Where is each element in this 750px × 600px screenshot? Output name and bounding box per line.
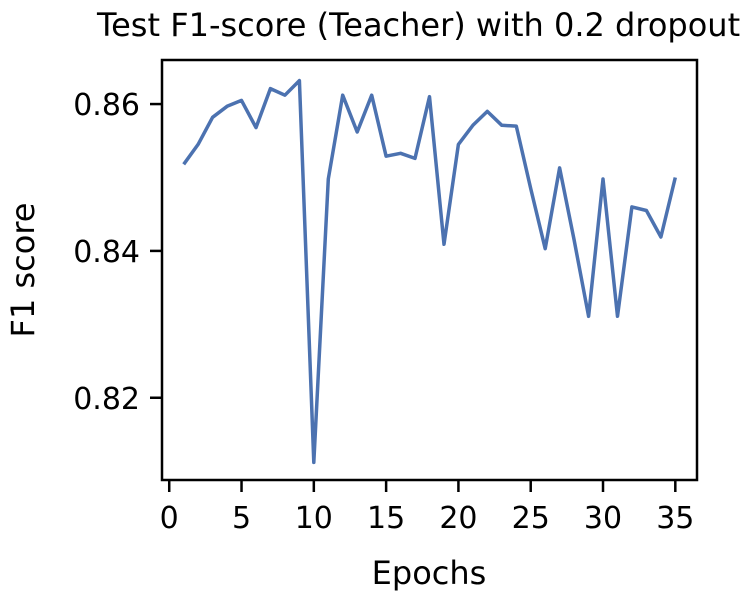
y-tick-label: 0.82 (73, 382, 140, 417)
x-tick-label: 10 (295, 501, 333, 536)
x-tick-label: 20 (439, 501, 477, 536)
x-tick-label: 5 (232, 501, 251, 536)
x-tick-label: 0 (160, 501, 179, 536)
x-tick-label: 25 (512, 501, 550, 536)
y-tick-label: 0.84 (73, 235, 140, 270)
x-tick-label: 15 (367, 501, 405, 536)
x-tick-label: 30 (584, 501, 622, 536)
y-axis: 0.82 0.84 0.86 (73, 88, 162, 417)
series-line (182, 78, 678, 465)
y-axis-label: F1 score (4, 203, 42, 338)
x-axis: 0 5 10 15 20 25 30 35 (160, 480, 694, 536)
chart-title: Test F1-score (Teacher) with 0.2 dropout (96, 6, 740, 44)
x-tick-label: 35 (656, 501, 694, 536)
x-axis-label: Epochs (372, 554, 487, 592)
plot-frame (160, 58, 699, 482)
y-tick-label: 0.86 (73, 88, 140, 123)
